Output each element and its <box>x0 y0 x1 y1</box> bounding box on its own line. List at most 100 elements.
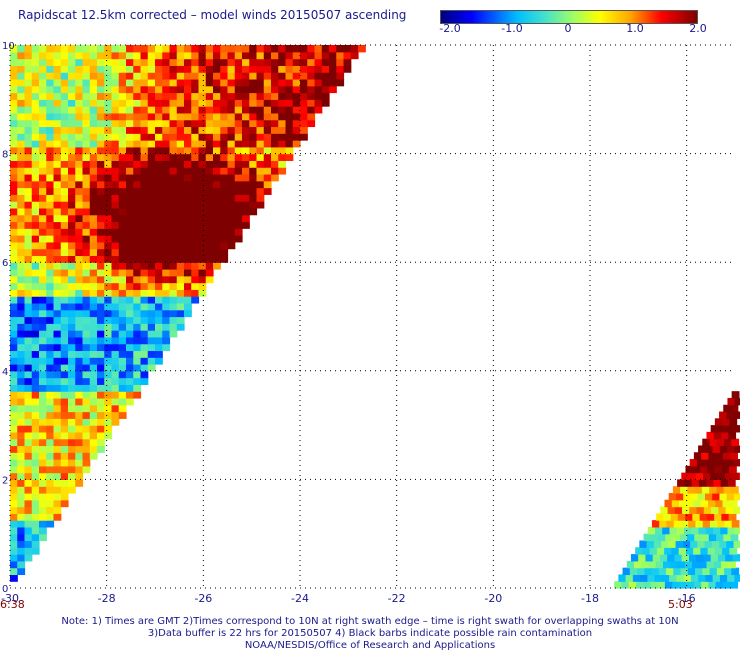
heatmap-cell <box>176 106 185 114</box>
heatmap-cell <box>60 235 69 243</box>
heatmap-cell <box>176 228 185 236</box>
heatmap-cell <box>205 92 214 100</box>
heatmap-cell <box>97 194 105 202</box>
heatmap-cell <box>191 112 200 121</box>
heatmap-cell <box>711 506 719 514</box>
heatmap-cell <box>300 92 308 100</box>
heatmap-cell <box>75 221 84 229</box>
heatmap-cell <box>68 364 76 372</box>
heatmap-cell <box>249 133 258 141</box>
heatmap-cell <box>191 106 200 114</box>
heatmap-cell <box>31 133 40 141</box>
heatmap-cell <box>205 228 214 236</box>
heatmap-cell <box>10 350 18 358</box>
heatmap-cell <box>97 370 105 379</box>
y-tick-label: 4 <box>2 367 8 378</box>
heatmap-cell <box>140 221 149 229</box>
heatmap-cell <box>176 201 185 209</box>
heatmap-cell <box>104 112 113 121</box>
heatmap-cell <box>17 201 26 209</box>
heatmap-cell <box>39 262 47 270</box>
heatmap-cell <box>68 384 76 392</box>
heatmap-cell <box>10 370 18 379</box>
heatmap-cell <box>140 357 149 365</box>
heatmap-cell <box>664 581 673 589</box>
heatmap-cell <box>17 520 26 528</box>
heatmap-cell <box>104 316 113 324</box>
heatmap-cell <box>17 404 26 413</box>
heatmap-cell <box>205 201 214 209</box>
heatmap-cell <box>60 167 69 175</box>
heatmap-cell <box>133 391 142 399</box>
heatmap-cell <box>17 296 26 304</box>
heatmap-cell <box>256 119 265 128</box>
heatmap-cell <box>53 282 62 290</box>
heatmap-cell <box>730 533 739 542</box>
heatmap-cell <box>162 146 171 155</box>
heatmap-cell <box>176 275 185 284</box>
heatmap-cell <box>220 106 229 114</box>
heatmap-cell <box>184 228 192 236</box>
heatmap-cell <box>97 180 105 189</box>
heatmap-cell <box>39 228 47 236</box>
heatmap-cell <box>227 126 236 134</box>
heatmap-cell <box>126 336 134 345</box>
heatmap-cell <box>17 119 26 128</box>
heatmap-cell <box>82 391 91 399</box>
heatmap-cell <box>734 445 740 453</box>
heatmap-cell <box>46 160 55 168</box>
heatmap-cell <box>162 140 171 148</box>
heatmap-cell <box>118 289 127 297</box>
heatmap-cell <box>147 235 156 243</box>
heatmap-cell <box>176 45 185 53</box>
heatmap-cell <box>126 194 134 202</box>
heatmap-cell <box>82 119 91 128</box>
heatmap-cell <box>666 567 674 576</box>
heatmap-cell <box>191 146 200 155</box>
heatmap-cell <box>329 45 337 53</box>
heatmap-cell <box>118 99 127 107</box>
heatmap-cell <box>82 350 91 358</box>
heatmap-cell <box>17 547 26 555</box>
heatmap-cell <box>39 207 47 216</box>
heatmap-cell <box>75 411 84 419</box>
heatmap-cell <box>314 51 323 60</box>
heatmap-cell <box>249 51 258 60</box>
heatmap-cell <box>24 425 33 433</box>
heatmap-cell <box>285 140 294 148</box>
heatmap-cell <box>46 486 55 494</box>
heatmap-cell <box>292 112 301 121</box>
heatmap-cell <box>10 133 18 141</box>
heatmap-cell <box>198 92 207 100</box>
heatmap-cell <box>234 173 243 182</box>
heatmap-cell <box>46 221 55 229</box>
heatmap-cell <box>126 106 134 114</box>
heatmap-cell <box>198 289 207 297</box>
heatmap-cell <box>140 248 149 257</box>
heatmap-cell <box>220 235 229 243</box>
heatmap-cell <box>111 180 120 189</box>
heatmap-cell <box>292 78 301 87</box>
heatmap-cell <box>118 72 127 80</box>
heatmap-cell <box>24 45 33 53</box>
heatmap-cell <box>39 465 47 474</box>
heatmap-cell <box>271 92 279 100</box>
heatmap-cell <box>53 106 62 114</box>
heatmap-cell <box>140 146 149 155</box>
heatmap-cell <box>97 343 105 352</box>
heatmap-cell <box>140 140 149 148</box>
heatmap-cell <box>53 235 62 243</box>
heatmap-cell <box>46 445 55 453</box>
heatmap-cell <box>31 167 40 175</box>
heatmap-cell <box>220 78 229 87</box>
heatmap-cell <box>31 146 40 155</box>
heatmap-cell <box>46 404 55 413</box>
heatmap-cell <box>191 282 200 290</box>
heatmap-cell <box>191 235 200 243</box>
heatmap-cell <box>162 289 171 297</box>
heatmap-cell <box>53 302 62 311</box>
heatmap-cell <box>213 241 221 250</box>
heatmap-cell <box>242 58 250 66</box>
heatmap-cell <box>97 214 105 223</box>
heatmap-cell <box>24 289 33 297</box>
